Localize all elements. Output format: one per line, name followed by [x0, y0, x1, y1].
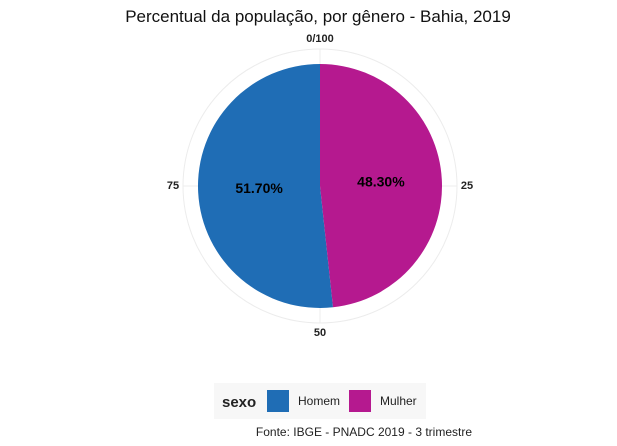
slice-label-homem: 51.70% [235, 180, 283, 196]
angle-tick-labels: 0/100 25 50 75 [167, 33, 473, 339]
legend-background [214, 383, 426, 419]
slice-label-mulher: 48.30% [357, 173, 405, 189]
legend-title: sexo [222, 394, 256, 411]
angle-tick-label-0: 0/100 [306, 33, 334, 45]
legend-label-mulher: Mulher [380, 394, 417, 408]
angle-tick-label-2: 50 [314, 327, 326, 339]
legend-swatch-homem [267, 390, 289, 412]
legend-label-homem: Homem [298, 394, 340, 408]
angle-tick-label-3: 75 [167, 180, 179, 192]
slice-labels: 51.70% 48.30% [235, 173, 405, 196]
chart-caption: Fonte: IBGE - PNADC 2019 - 3 trimestre [256, 425, 472, 439]
legend-swatch-mulher [349, 390, 371, 412]
pie-slices [197, 64, 442, 308]
pie-slice-homem [197, 64, 334, 308]
angle-tick-label-1: 25 [461, 180, 473, 192]
chart-title: Percentual da população, por gênero - Ba… [125, 7, 511, 26]
pie-slice-mulher [320, 64, 442, 308]
legend: sexo Homem Mulher [214, 383, 426, 419]
